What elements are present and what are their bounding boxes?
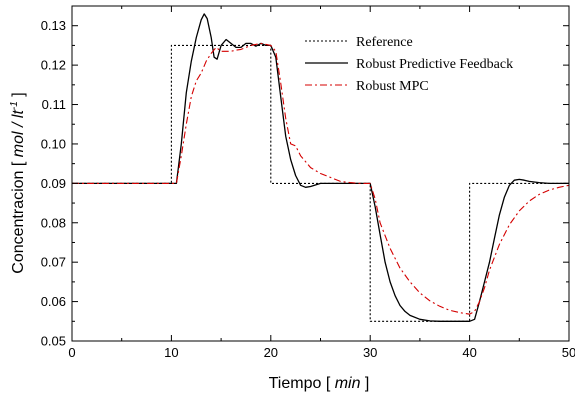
x-axis-label: Tiempo [ min ] (269, 375, 370, 392)
y-tick-label-7: 0.12 (41, 58, 66, 73)
series-line-1 (72, 13, 569, 322)
y-tick-label-2: 0.07 (41, 255, 66, 270)
y-tick-label-1: 0.06 (41, 294, 66, 309)
x-tick-label-5: 50 (562, 345, 575, 360)
y-tick-label-3: 0.08 (41, 215, 66, 230)
legend-label-2: Robust MPC (356, 79, 429, 94)
x-tick-label-0: 0 (68, 345, 75, 360)
y-tick-label-6: 0.11 (42, 97, 66, 112)
x-tick-label-4: 40 (462, 345, 476, 360)
y-tick-label-4: 0.09 (41, 176, 66, 191)
y-tick-label-5: 0.10 (41, 136, 66, 151)
x-tick-label-3: 30 (363, 345, 377, 360)
series-line-2 (72, 42, 570, 315)
x-tick-label-2: 20 (264, 345, 278, 360)
y-tick-label-0: 0.05 (41, 334, 66, 349)
axes: 0 10 20 30 40 50 0.05 0.06 0.07 0.08 0.09 0.10 0.11 0… (41, 5, 575, 360)
y-axis-label: Concentracion [ mol / lt-1 ] (9, 92, 27, 273)
y-tick-label-8: 0.13 (41, 18, 66, 33)
legend-label-0: Reference (356, 35, 413, 50)
legend-label-1: Robust Predictive Feedback (356, 57, 513, 72)
plot-area (72, 13, 570, 322)
x-tick-label-1: 10 (164, 345, 178, 360)
legend: Reference Robust Predictive Feedback Robus… (305, 35, 513, 94)
